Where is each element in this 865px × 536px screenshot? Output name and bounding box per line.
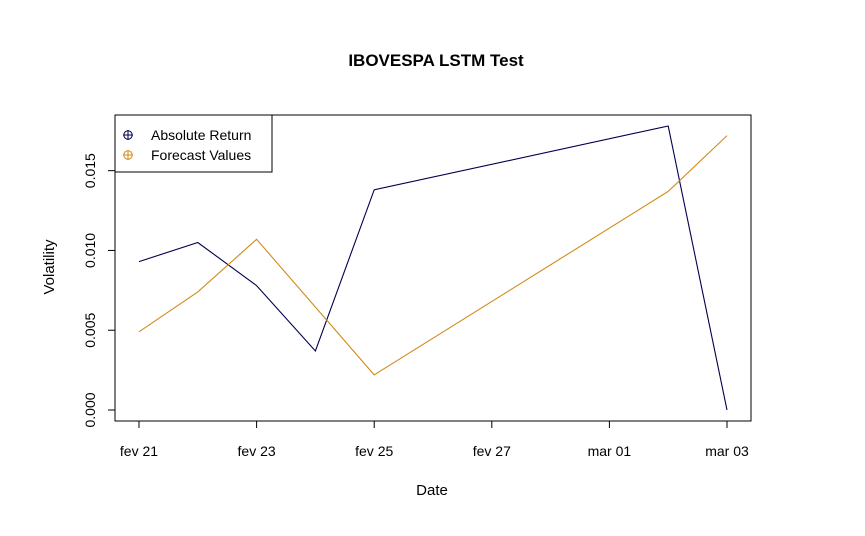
series-line-2 — [138, 135, 728, 376]
y-tick-label: 0.000 — [82, 392, 98, 427]
legend-box — [114, 114, 273, 173]
y-axis: 0.000 0.005 0.010 0.015 — [82, 153, 116, 428]
legend-label: Absolute Return — [151, 127, 251, 143]
legend-item: Absolute Return — [123, 127, 251, 143]
series-layer — [138, 125, 728, 411]
legend-marker-icon — [123, 150, 133, 160]
x-tick-label: fev 23 — [238, 443, 276, 459]
x-tick-label: mar 01 — [588, 443, 632, 459]
series-line-1 — [138, 125, 728, 411]
chart-title: IBOVESPA LSTM Test — [348, 51, 524, 70]
x-tick-label: fev 25 — [355, 443, 393, 459]
y-tick-label: 0.005 — [82, 313, 98, 348]
legend-item: Forecast Values — [123, 147, 251, 163]
legend: Absolute Return Forecast Values — [114, 114, 273, 173]
y-tick-label: 0.010 — [82, 233, 98, 268]
x-tick-label: mar 03 — [705, 443, 749, 459]
legend-label: Forecast Values — [151, 147, 251, 163]
y-axis-label: Volatility — [41, 239, 58, 295]
x-tick-label: fev 27 — [473, 443, 511, 459]
x-axis-label: Date — [416, 482, 448, 499]
x-tick-label: fev 21 — [120, 443, 158, 459]
legend-marker-icon — [123, 130, 133, 140]
x-axis: fev 21 fev 23 fev 25 fev 27 mar 01 mar 03 — [120, 420, 749, 459]
y-tick-label: 0.015 — [82, 153, 98, 188]
